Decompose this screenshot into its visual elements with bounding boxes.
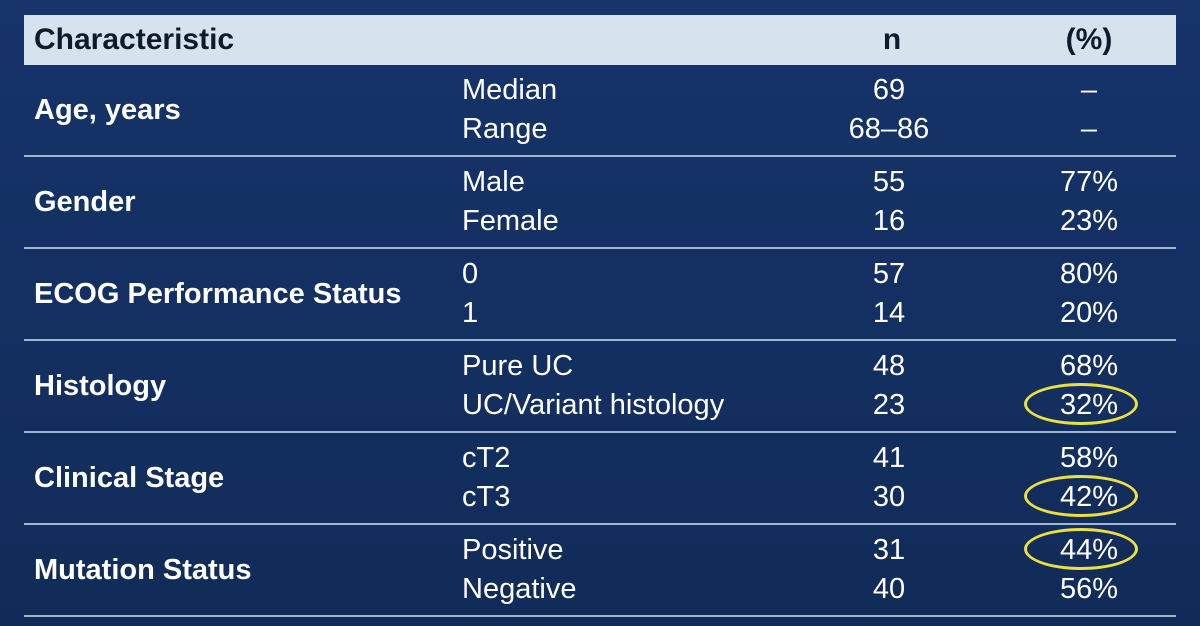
row-n: 23 bbox=[872, 389, 906, 421]
row-percent-value: – bbox=[1080, 113, 1098, 145]
row-n: 55 bbox=[872, 166, 906, 198]
row-label: Positive bbox=[462, 534, 564, 566]
row-label: Negative bbox=[462, 573, 577, 605]
row-n: 41 bbox=[872, 442, 906, 474]
row-label: Range bbox=[462, 113, 548, 145]
row-percent: 42% bbox=[1024, 475, 1154, 517]
row-n: 69 bbox=[872, 74, 906, 106]
row-label: Pure UC bbox=[462, 350, 574, 382]
row-percent-value: 56% bbox=[1059, 573, 1119, 605]
row-percent-value: 80% bbox=[1059, 258, 1119, 290]
table-row: cT2 41 58% bbox=[24, 439, 1176, 478]
row-percent-value: 68% bbox=[1059, 350, 1119, 382]
group-label: Histology bbox=[34, 369, 167, 402]
group-label: Age, years bbox=[34, 93, 181, 126]
row-label: cT2 bbox=[462, 442, 511, 474]
group-label: ECOG Performance Status bbox=[34, 277, 402, 310]
table-row: Male 55 77% bbox=[24, 163, 1176, 202]
highlight-circle bbox=[1024, 383, 1138, 425]
row-label: UC/Variant histology bbox=[462, 389, 725, 421]
row-percent: 44% bbox=[1024, 528, 1154, 570]
group-label: Gender bbox=[34, 185, 136, 218]
row-percent: 32% bbox=[1024, 383, 1154, 425]
row-percent: 20% bbox=[1024, 294, 1154, 333]
group-age: Age, years Median 69 – Range 68–86 – bbox=[24, 65, 1176, 157]
row-n: 16 bbox=[872, 205, 906, 237]
row-label: 0 bbox=[462, 258, 479, 290]
header-n: n bbox=[882, 23, 902, 56]
row-percent-value: – bbox=[1080, 74, 1098, 106]
row-percent-value: 20% bbox=[1059, 297, 1119, 329]
row-n: 30 bbox=[872, 481, 906, 513]
highlight-circle bbox=[1024, 528, 1138, 570]
row-label: 1 bbox=[462, 297, 479, 329]
table-row: Range 68–86 – bbox=[24, 110, 1176, 149]
group-histology: Histology Pure UC 48 68% UC/Variant hist… bbox=[24, 341, 1176, 433]
row-n: 40 bbox=[872, 573, 906, 605]
row-percent: – bbox=[1024, 71, 1154, 110]
row-percent: 23% bbox=[1024, 202, 1154, 241]
group-label: Mutation Status bbox=[34, 553, 252, 586]
highlight-circle bbox=[1024, 475, 1138, 517]
row-percent: – bbox=[1024, 110, 1154, 149]
row-percent: 80% bbox=[1024, 255, 1154, 294]
group-label: Clinical Stage bbox=[34, 461, 225, 494]
group-gender: Gender Male 55 77% Female 16 23% bbox=[24, 157, 1176, 249]
row-label: cT3 bbox=[462, 481, 511, 513]
row-percent: 58% bbox=[1024, 439, 1154, 478]
table-row: Median 69 – bbox=[24, 71, 1176, 110]
header-percent: (%) bbox=[1065, 23, 1113, 56]
table-row: Pure UC 48 68% bbox=[24, 347, 1176, 386]
row-label: Female bbox=[462, 205, 559, 237]
table-row: cT3 30 42% bbox=[24, 475, 1176, 517]
group-mutation-status: Mutation Status Positive 31 44% Negative… bbox=[24, 525, 1176, 617]
table-header: Characteristic n (%) bbox=[24, 15, 1176, 65]
table-row: Positive 31 44% bbox=[24, 528, 1176, 570]
row-percent-value: 58% bbox=[1059, 442, 1119, 474]
row-n: 57 bbox=[872, 258, 906, 290]
table-row: 1 14 20% bbox=[24, 294, 1176, 333]
row-n: 14 bbox=[872, 297, 906, 329]
row-percent: 56% bbox=[1024, 570, 1154, 609]
row-label: Median bbox=[462, 74, 558, 106]
row-percent: 68% bbox=[1024, 347, 1154, 386]
row-percent-value: 77% bbox=[1059, 166, 1119, 198]
group-clinical-stage: Clinical Stage cT2 41 58% cT3 30 42% bbox=[24, 433, 1176, 525]
row-percent-value: 32% bbox=[1059, 389, 1119, 421]
group-ecog: ECOG Performance Status 0 57 80% 1 14 20… bbox=[24, 249, 1176, 341]
row-percent-value: 23% bbox=[1059, 205, 1119, 237]
row-label: Male bbox=[462, 166, 525, 198]
characteristics-table: Characteristic n (%) Age, years Median 6… bbox=[24, 15, 1176, 617]
table-row: 0 57 80% bbox=[24, 255, 1176, 294]
row-n: 31 bbox=[872, 534, 906, 566]
table-row: Negative 40 56% bbox=[24, 570, 1176, 609]
table-row: UC/Variant histology 23 32% bbox=[24, 383, 1176, 425]
header-characteristic: Characteristic bbox=[34, 23, 235, 56]
row-percent: 77% bbox=[1024, 163, 1154, 202]
row-n: 48 bbox=[872, 350, 906, 382]
table-row: Female 16 23% bbox=[24, 202, 1176, 241]
row-n: 68–86 bbox=[848, 113, 930, 145]
row-percent-value: 42% bbox=[1059, 481, 1119, 513]
row-percent-value: 44% bbox=[1059, 534, 1119, 566]
